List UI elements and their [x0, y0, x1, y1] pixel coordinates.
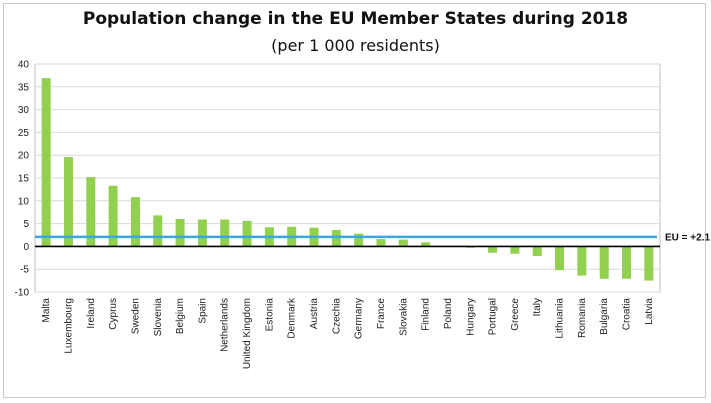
- y-tick-label: 40: [18, 60, 30, 71]
- x-tick-label: Romania: [577, 298, 588, 338]
- x-tick-label: Malta: [41, 298, 52, 323]
- bar-germany: [354, 233, 364, 247]
- bar-cyprus: [108, 185, 118, 247]
- x-tick-label: Czechia: [331, 298, 342, 335]
- x-tick-label: Austria: [309, 298, 320, 330]
- x-tick-label: Estonia: [264, 298, 275, 332]
- y-tick-label: 5: [23, 219, 29, 230]
- chart-title: Population change in the EU Member State…: [82, 9, 629, 29]
- bar-croatia: [622, 246, 632, 279]
- bar-portugal: [488, 246, 498, 253]
- x-tick-label: Sweden: [130, 298, 141, 334]
- y-tick-label: 15: [18, 174, 30, 185]
- x-tick-label: Luxembourg: [63, 298, 74, 354]
- x-tick-label: Hungary: [465, 298, 476, 336]
- bar-malta: [41, 78, 51, 247]
- bar-slovakia: [398, 239, 408, 247]
- y-tick-label: 30: [18, 105, 30, 116]
- y-tick-label: -5: [20, 265, 29, 276]
- x-tick-label: Italy: [532, 298, 543, 316]
- x-tick-label: Slovenia: [153, 298, 164, 337]
- x-tick-label: Netherlands: [220, 298, 231, 352]
- bar-finland: [421, 242, 431, 247]
- bar-slovenia: [153, 215, 163, 247]
- x-tick-label: Slovakia: [398, 298, 409, 336]
- x-tick-label: Ireland: [86, 298, 97, 329]
- bar-netherlands: [220, 219, 230, 247]
- bar-ireland: [86, 177, 96, 247]
- x-tick-label: Latvia: [644, 298, 655, 325]
- y-tick-label: -10: [15, 288, 30, 299]
- bar-sweden: [130, 197, 140, 247]
- bar-italy: [532, 246, 542, 256]
- bar-greece: [510, 246, 520, 254]
- bar-spain: [197, 219, 207, 247]
- bar-united-kingdom: [242, 220, 252, 247]
- x-tick-label: France: [376, 298, 387, 330]
- x-tick-label: Croatia: [622, 298, 633, 331]
- bar-luxembourg: [63, 157, 73, 247]
- bar-belgium: [175, 219, 185, 247]
- x-tick-label: Cyprus: [108, 298, 119, 330]
- bar-czechia: [331, 229, 341, 247]
- x-tick-label: Denmark: [287, 297, 298, 339]
- x-tick-label: Lithuania: [555, 298, 566, 339]
- y-tick-label: 20: [18, 151, 30, 162]
- bar-romania: [577, 246, 587, 276]
- x-tick-label: United Kingdom: [242, 298, 253, 369]
- bar-bulgaria: [599, 246, 609, 279]
- x-tick-label: Germany: [354, 298, 365, 339]
- x-tick-label: Poland: [443, 298, 454, 329]
- y-tick-label: 10: [18, 196, 30, 207]
- bar-france: [376, 239, 386, 247]
- chart-subtitle: (per 1 000 residents): [271, 36, 440, 55]
- x-tick-label: Bulgaria: [599, 298, 610, 335]
- bar-latvia: [644, 246, 654, 281]
- y-tick-label: 35: [18, 82, 30, 93]
- x-tick-label: Finland: [421, 298, 432, 331]
- y-tick-label: 0: [23, 242, 29, 253]
- x-tick-label: Belgium: [175, 298, 186, 334]
- y-tick-label: 25: [18, 128, 30, 139]
- bar-lithuania: [555, 246, 565, 271]
- x-tick-label: Portugal: [488, 298, 499, 335]
- x-tick-label: Greece: [510, 298, 521, 331]
- x-tick-label: Spain: [197, 298, 208, 324]
- eu-average-label: EU = +2.1: [665, 232, 710, 243]
